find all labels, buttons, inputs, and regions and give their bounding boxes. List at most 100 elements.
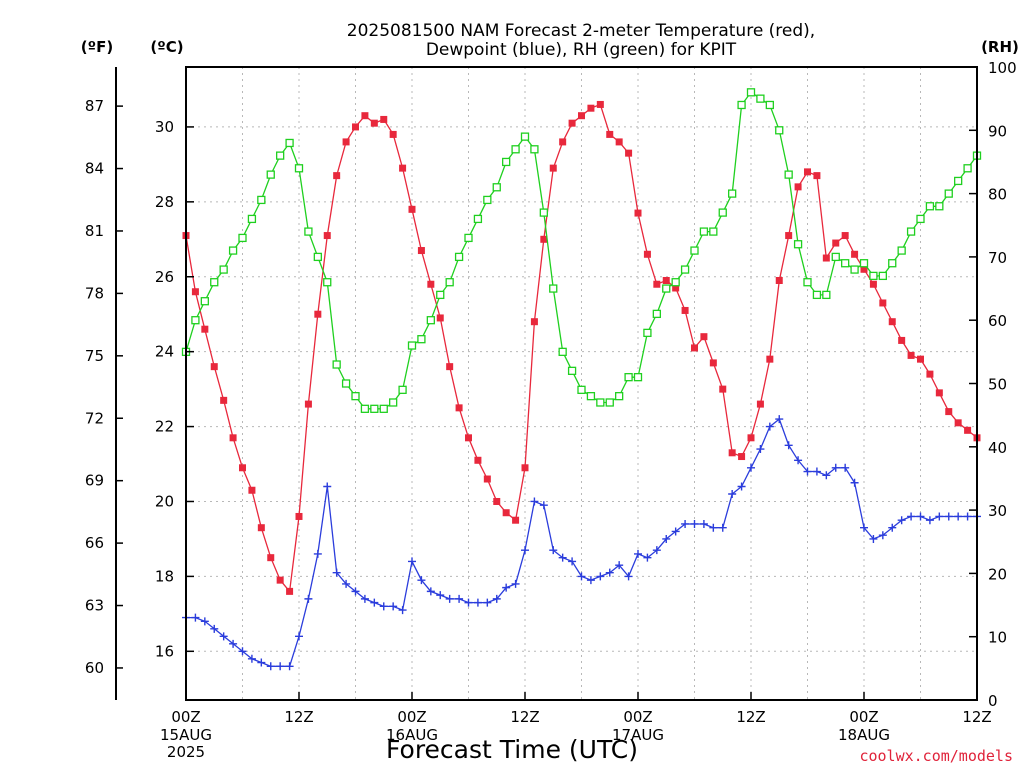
temperature-point [323, 232, 331, 240]
x-tick-label: 00Z [849, 708, 878, 726]
dewpoint-point [690, 519, 699, 528]
dewpoint-point [257, 658, 266, 667]
temperature-point [935, 389, 943, 397]
dewpoint-point [775, 415, 784, 424]
dewpoint-point [483, 598, 492, 607]
rh-point [671, 278, 680, 287]
temperature-point [530, 318, 538, 326]
dewpoint-point [210, 624, 219, 633]
rh-point [822, 290, 831, 300]
rh-point [944, 189, 953, 198]
dewpoint-point [643, 553, 652, 562]
temperature-point [474, 456, 482, 464]
rh-point [276, 151, 285, 160]
rh-point [247, 214, 257, 224]
temperature-point [295, 512, 303, 520]
temperature-point [267, 554, 275, 562]
rh-tick-label: 50 [988, 376, 1007, 394]
rh-point [426, 316, 435, 325]
x-tick-year: 2025 [167, 743, 205, 761]
rh-point [935, 202, 944, 211]
dewpoint-point [398, 606, 407, 615]
fahrenheit-tick-label: 60 [85, 659, 104, 677]
rh-point [633, 373, 643, 382]
temperature-point [954, 419, 962, 427]
dewpoint-point [954, 512, 963, 521]
rh-point [577, 385, 586, 394]
rh-point [285, 138, 294, 148]
rh-point [200, 297, 209, 306]
dewpoint-point [888, 523, 897, 532]
x-tick-label: 12Z [284, 708, 313, 726]
dewpoint-point [229, 639, 238, 648]
temperature-point [239, 464, 246, 472]
rh-point [539, 208, 548, 217]
rh-tick-label: 20 [988, 565, 1007, 583]
dewpoint-point [370, 598, 379, 607]
temperature-point [220, 396, 228, 404]
temperature-point [785, 232, 793, 240]
rh-point [464, 233, 473, 243]
dewpoint-point [285, 662, 294, 671]
rh-point [304, 227, 313, 236]
rh-point [191, 316, 200, 325]
rh-point [389, 398, 398, 407]
temperature-point [210, 363, 218, 371]
dewpoint-point [313, 549, 322, 558]
rh-point [662, 284, 671, 293]
rh-point [643, 328, 652, 338]
dewpoint-point [803, 467, 812, 476]
dewpoint-point [247, 654, 256, 663]
rh-point [859, 259, 869, 268]
rh-point [878, 271, 887, 281]
dewpoint-point [822, 471, 831, 480]
fahrenheit-tick-label: 75 [85, 347, 104, 365]
dewpoint-point [916, 512, 925, 521]
temperature-point [229, 434, 237, 442]
temperature-point [399, 164, 407, 172]
temperature-point [643, 250, 651, 258]
grid [186, 67, 977, 700]
dewpoint-point [699, 519, 708, 528]
rh-point [775, 126, 784, 135]
rh-point [341, 379, 351, 388]
dewpoint-point [634, 549, 642, 558]
dewpoint-point [332, 568, 341, 577]
temperature-point [926, 370, 934, 378]
fahrenheit-tick-label: 69 [85, 472, 104, 490]
dewpoint-point [841, 463, 850, 472]
fahrenheit-tick-label: 81 [85, 222, 104, 240]
rh-point [454, 252, 464, 262]
temperature-point [455, 404, 463, 412]
temperature-point [248, 486, 256, 494]
temperature-point [634, 209, 642, 217]
rh-point [963, 164, 972, 173]
temperature-point [747, 434, 755, 442]
rh-point [652, 309, 661, 319]
celsius-tick-label: 22 [155, 418, 174, 436]
dewpoint-point [455, 594, 464, 603]
rh-point [596, 398, 605, 407]
rh-point [586, 392, 596, 401]
dewpoint-point [671, 527, 680, 536]
rh-point [803, 278, 812, 287]
rh-point [436, 290, 445, 300]
dewpoint-point [539, 501, 548, 510]
temperature-point [352, 123, 359, 131]
rh-point [294, 164, 304, 173]
dewpoint-point [549, 546, 558, 555]
temperature-point [625, 149, 633, 157]
dewpoint-point [728, 489, 737, 498]
dewpoint-point [878, 531, 887, 540]
fahrenheit-tick-label: 63 [85, 597, 104, 615]
temperature-point [257, 524, 265, 532]
rh-point [379, 404, 388, 413]
dewpoint-point [464, 598, 473, 607]
temperature-point [436, 314, 444, 322]
dewpoint-point [219, 632, 228, 641]
temperature-point [540, 235, 548, 243]
dewpoint-point [191, 613, 200, 622]
rh-point [549, 284, 558, 293]
celsius-tick-label: 16 [155, 642, 174, 660]
dewpoint-point [850, 478, 859, 487]
